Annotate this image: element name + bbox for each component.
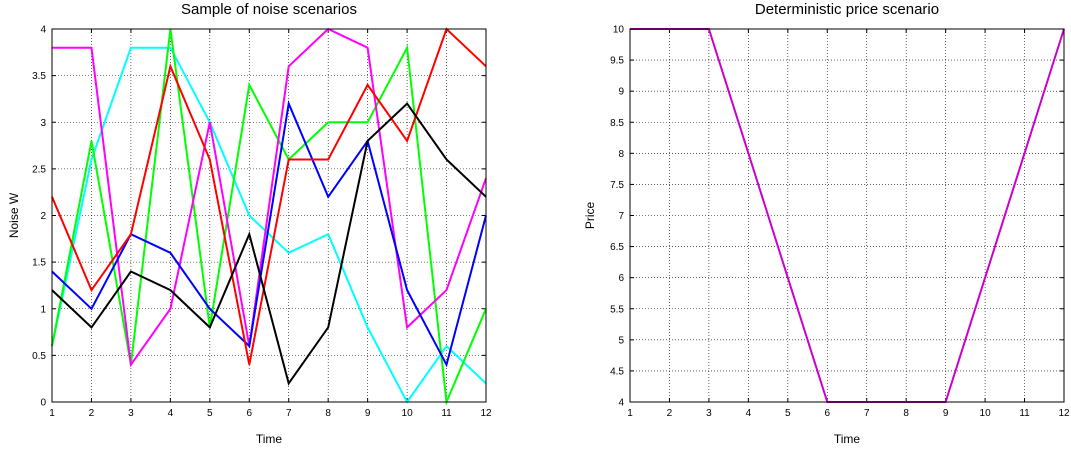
y-tick-label: 2 [40,211,46,222]
x-tick-label: 12 [480,408,492,419]
series-line-5 [51,27,487,365]
y-tick-label: 4 [40,25,46,36]
x-tick-label: 5 [207,408,213,419]
x-tick-label: 3 [128,408,134,419]
y-tick-label: 6.5 [610,242,624,253]
y-tick-label: 4.5 [610,366,624,377]
x-tick-label: 8 [325,408,331,419]
x-tick-label: 6 [246,408,252,419]
y-tick-label: 2.5 [32,164,46,175]
x-tick-label: 7 [286,408,292,419]
series-line-4 [51,100,487,368]
x-tick-label: 11 [441,408,452,419]
x-tick-label: 10 [980,408,992,419]
series-line-3 [52,27,487,368]
x-tick-label: 9 [365,408,371,419]
x-tick-label: 6 [824,408,830,419]
x-axis-label: Time [834,432,861,446]
chart-title: Sample of noise scenarios [181,1,357,18]
y-axis-label: Price [583,202,597,230]
y-tick-label: 1 [40,304,46,315]
chart-title: Deterministic price scenario [755,1,939,18]
y-tick-label: 3 [40,118,46,129]
y-tick-label: 8.5 [610,118,624,129]
y-tick-label: 0 [40,398,46,409]
x-tick-label: 12 [1058,408,1070,419]
x-tick-label: 7 [864,408,870,419]
x-axis-label: Time [256,432,283,446]
plot-frame [629,28,1065,403]
y-tick-label: 10 [613,25,625,36]
chart-2: 1 2 3 4 5 6 7 8 9 10 11 1244.555.566.577.588.599.51… [583,1,1070,446]
y-tick-label: 6 [618,273,624,284]
x-tick-label: 10 [402,408,414,419]
x-tick-label: 8 [903,408,909,419]
x-tick-label: 4 [746,408,752,419]
x-tick-label: 2 [89,408,95,419]
series-line-1 [51,46,487,404]
series-line-6 [51,102,487,386]
x-tick-label: 1 [49,408,55,419]
y-tick-label: 8 [618,149,624,160]
y-tick-label: 0.5 [32,351,46,362]
series-line-2 [51,28,487,406]
x-tick-label: 2 [667,408,673,419]
x-tick-label: 11 [1019,408,1030,419]
y-tick-label: 9 [618,87,624,98]
y-tick-label: 1.5 [32,258,46,269]
x-tick-label: 9 [943,408,949,419]
y-tick-label: 3.5 [32,71,46,82]
y-tick-label: 9.5 [610,56,624,67]
x-tick-label: 1 [627,408,633,419]
x-tick-label: 5 [785,408,791,419]
y-tick-label: 4 [618,398,624,409]
y-tick-label: 7.5 [610,180,624,191]
x-tick-label: 4 [168,408,174,419]
plot-frame [51,28,487,403]
y-tick-label: 5.5 [610,304,624,315]
y-tick-label: 5 [618,335,624,346]
x-tick-label: 3 [706,408,712,419]
y-tick-label: 7 [618,211,624,222]
y-axis-label: Noise W [7,192,21,238]
